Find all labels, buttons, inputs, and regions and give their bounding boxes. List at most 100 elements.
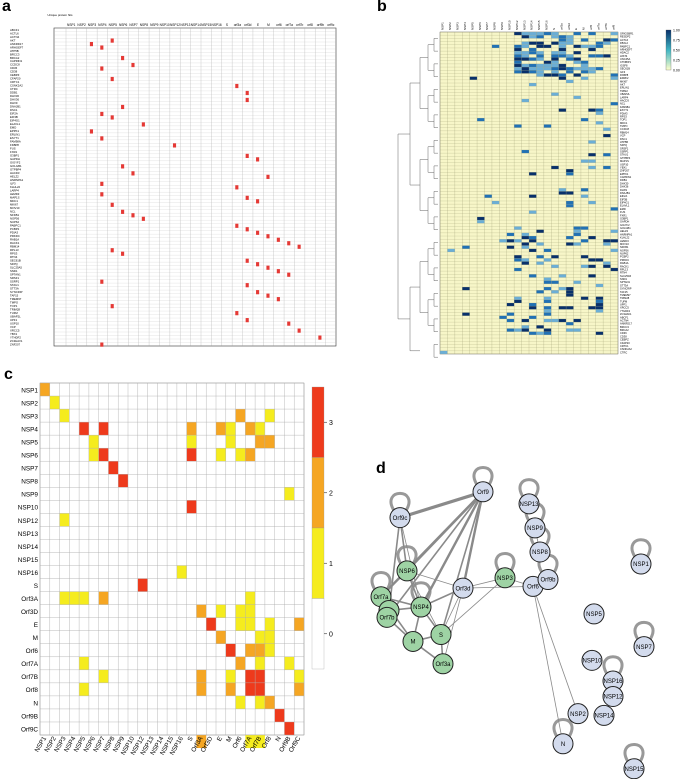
heat-cell [529,315,537,319]
heat-cell [206,617,216,631]
row-label: NSP5 [21,440,38,447]
heat-cell [514,70,522,74]
row-label: NCL [10,210,16,214]
heat-cell [588,54,596,58]
heat-cell [543,328,552,332]
col-label: orf3a [559,23,563,30]
self-loop [410,581,432,601]
hit-mark [256,230,260,235]
dendrogram-branch [419,159,428,211]
row-label: EIF3B [620,197,627,201]
row-label: DHX30 [620,181,629,185]
row-label: NSP10 [18,505,39,512]
heat-cell [521,232,529,237]
panel-a-label: a [2,0,11,15]
heat-cell [536,325,544,329]
heat-cell [284,656,295,670]
heat-cell [588,44,596,48]
row-label: GIGYF2 [620,223,630,227]
heat-cell [514,328,522,332]
heat-cell [573,232,581,237]
row-label: NOP56 [620,248,629,252]
row-label: RBM14 [620,130,629,134]
row-label: EIF4G1 [10,119,20,123]
col-label: NSP8 [493,22,497,30]
row-label: Orf7A [21,661,38,668]
heat-cell [529,32,537,36]
col-label: S [187,736,195,743]
network-node [552,733,574,755]
heat-cell [558,47,567,52]
row-label: CRTC1 [620,344,629,348]
heat-cell [514,51,522,55]
heat-cell [558,38,567,42]
col-label: orf9b [317,23,324,27]
heat-cell [255,643,265,657]
row-label: TAF15 [10,293,19,297]
col-label: NSP13 [180,23,190,27]
heat-cell [196,604,207,618]
row-label: CEBPZ [620,338,629,342]
network-edge [386,491,484,618]
row-label: HELZ2 [620,229,629,233]
heat-cell [558,54,567,58]
row-label: KLHL22 [10,185,21,189]
hit-mark [297,244,301,249]
row-label: CAPRIN1 [10,59,23,63]
row-label: PDIA3 [620,111,628,115]
col-label: orf7b [296,23,303,27]
heat-cell [521,70,529,74]
self-loop [370,570,392,591]
heat-cell [543,312,552,316]
heat-cell [595,44,604,48]
col-label: NSP3 [456,22,460,30]
col-label: orf7b [604,23,608,30]
row-label: NSP4 [21,426,38,433]
heat-cell [245,448,256,462]
heat-cell [588,274,596,278]
heat-cell [580,296,589,300]
row-label: CAPRIN1 [620,175,632,179]
row-label: GIGYF2 [10,161,21,165]
heat-cell [543,32,552,36]
heat-cell [566,290,574,294]
hit-mark [89,41,93,47]
heat-cell [529,236,537,240]
network-node [633,636,655,658]
heat-cell [595,54,604,58]
network-node [376,606,398,628]
heat-cell [245,735,256,749]
heat-cell [529,331,537,335]
heat-cell [566,35,574,39]
dendrogram-branch [433,191,438,205]
network-node [581,649,603,671]
row-label: YBX1 [10,332,18,336]
heat-cell [588,153,596,157]
heat-cell [595,302,604,307]
heat-cell [235,448,246,462]
col-label: NSP4 [98,23,107,27]
heat-cell [573,51,581,55]
heat-cell [255,656,265,670]
network-node [602,685,624,707]
row-label: GAPDH [620,220,629,224]
heat-cell [566,54,574,58]
col-label: NSP9 [150,23,159,27]
heat-cell [514,60,522,64]
row-label: YTHDF2 [620,309,631,313]
row-label: ELAVL1 [620,204,630,208]
hit-mark [110,202,114,207]
heat-cell [536,261,544,265]
hit-mark [100,279,104,284]
heat-cell [573,57,581,61]
row-label: RBM14 [10,244,20,248]
heat-cell [255,735,265,749]
heat-cell [543,318,552,323]
row-label: ACTL6 [10,31,19,35]
network-edge [462,586,534,589]
heat-cell [235,617,246,631]
col-label: NSP9 [500,22,504,30]
hit-mark [100,111,104,117]
heat-cell [580,255,589,259]
row-label: NSP3 [21,413,38,420]
